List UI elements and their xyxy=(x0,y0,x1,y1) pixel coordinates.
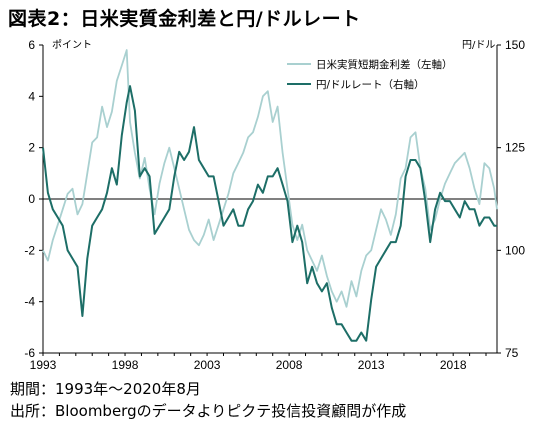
chart-canvas: 6 4 2 0 -2 -4 -6 150 125 100 75 1993 1998 2003 2008 201… xyxy=(24,38,525,372)
right-axis-unit-label: 円/ドル xyxy=(462,40,496,51)
rate-diff-line xyxy=(42,49,498,308)
left-tick-label: 6 xyxy=(28,38,35,52)
left-tick-label: 4 xyxy=(28,89,35,103)
x-tick-label: 2003 xyxy=(194,358,221,372)
legend-label: 日米実質短期金利差（左軸） xyxy=(316,58,453,71)
left-tick-label: -4 xyxy=(24,295,35,309)
left-tick-label: 2 xyxy=(28,141,35,155)
usdjpy-line xyxy=(42,85,497,342)
legend-label: 円/ドルレート（右軸） xyxy=(316,78,425,91)
right-tick-label: 100 xyxy=(505,243,525,257)
left-tick-label: 0 xyxy=(28,192,35,206)
left-tick-label: -2 xyxy=(24,243,35,257)
left-axis-unit-label: ポイント xyxy=(52,40,92,51)
x-tick-label: 2008 xyxy=(276,358,303,372)
footnote-source: 出所：Bloombergのデータよりピクテ投信投資顧問が作成 xyxy=(10,402,407,420)
x-tick-label: 1993 xyxy=(30,358,57,372)
footnote-period: 期間：1993年～2020年8月 xyxy=(10,380,201,398)
right-tick-label: 125 xyxy=(505,141,525,155)
right-tick-label: 75 xyxy=(505,346,519,360)
left-tick-label: -6 xyxy=(24,346,35,360)
chart-title: 図表2：日米実質金利差と円/ドルレート xyxy=(8,8,361,30)
axes: 6 4 2 0 -2 -4 -6 150 125 100 75 1993 1998 2003 2008 201… xyxy=(24,38,525,372)
right-tick-label: 150 xyxy=(505,38,525,52)
x-tick-label: 1998 xyxy=(112,358,139,372)
x-tick-label: 2013 xyxy=(358,358,385,372)
legend: 日米実質短期金利差（左軸） 円/ドルレート（右軸） xyxy=(287,58,453,91)
x-tick-label: 2018 xyxy=(440,358,467,372)
series-layer xyxy=(42,49,498,342)
